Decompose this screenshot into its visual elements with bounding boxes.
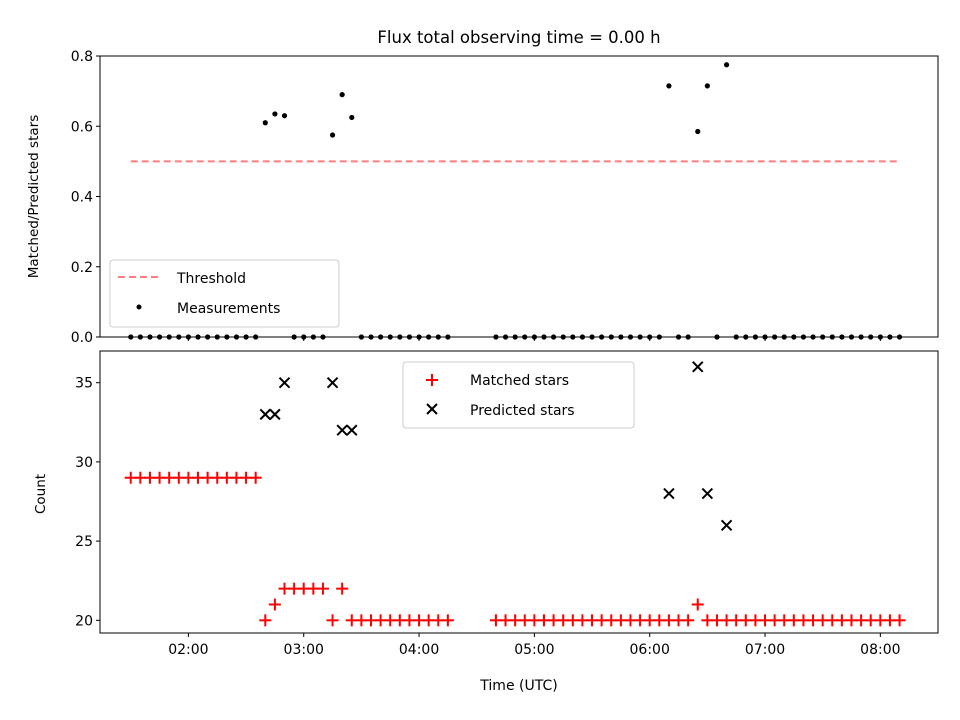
ratio-y-tick-label: 0.2	[71, 260, 93, 276]
measurements-legend-swatch	[136, 304, 142, 310]
matched-legend-label: Matched stars	[470, 373, 569, 389]
threshold-legend-label: Threshold	[176, 271, 246, 287]
x-tick-label: 05:00	[514, 642, 554, 658]
ratio-x-ticks	[187, 337, 881, 341]
ratio-y-tick-label: 0.6	[71, 119, 93, 135]
measurement-point	[704, 83, 710, 89]
predicted-star-point	[701, 487, 714, 500]
measurements-legend-label: Measurements	[177, 301, 280, 317]
predicted-star-point	[663, 487, 675, 500]
matched-star-point	[326, 614, 339, 627]
matched-star-point	[259, 614, 272, 627]
measurement-point	[666, 83, 672, 89]
ratio-y-tick-label: 0.0	[71, 330, 93, 346]
count-y-axis: 20 25 30 35	[75, 376, 100, 629]
chart-title: Flux total observing time = 0.00 h	[377, 28, 660, 47]
predicted-star-point	[259, 408, 272, 421]
matched-star-point	[441, 614, 454, 627]
measurement-point	[339, 92, 345, 98]
x-axis-label: Time (UTC)	[479, 678, 557, 694]
x-tick-label: 02:00	[168, 642, 208, 658]
measurement-point	[272, 111, 278, 117]
predicted-legend-label: Predicted stars	[470, 403, 575, 419]
matched-star-point	[691, 598, 704, 611]
matched-star-point	[893, 614, 906, 627]
measurement-point	[723, 62, 730, 68]
count-y-tick-label: 25	[75, 534, 93, 550]
count-plot-frame	[99, 350, 939, 634]
matched-star-point	[682, 614, 695, 627]
ratio-plot-frame	[99, 55, 939, 338]
measurement-point	[349, 114, 355, 121]
matched-star-point	[316, 582, 329, 595]
matched-star-point	[336, 582, 349, 595]
predicted-star-point	[278, 376, 291, 389]
predicted-legend-swatch	[426, 403, 438, 415]
ratio-legend-box	[109, 259, 340, 328]
ratio-y-tick-label: 0.8	[71, 49, 93, 65]
ratio-y-axis: 0.0 0.2 0.4 0.6 0.8	[71, 49, 100, 346]
x-tick-label: 04:00	[399, 642, 439, 658]
count-y-tick-label: 30	[75, 455, 93, 471]
count-y-axis-label: Count	[33, 474, 49, 514]
matched-star-point	[268, 598, 281, 611]
predicted-star-point	[269, 408, 281, 421]
predicted-star-point	[720, 519, 733, 531]
count-y-tick-label: 20	[75, 613, 93, 629]
count-marks	[124, 361, 906, 627]
count-legend: Matched stars Predicted stars	[402, 361, 635, 429]
x-tick-label: 08:00	[860, 642, 900, 658]
x-tick-label: 06:00	[630, 642, 670, 658]
x-tick-label: 03:00	[284, 642, 324, 658]
ratio-panel: 0.00.20.40.60.8 Matched/Predicted stars …	[26, 49, 939, 346]
measurement-point	[329, 132, 336, 138]
ratio-y-tick-label: 0.4	[71, 190, 93, 206]
predicted-star-point	[326, 376, 339, 389]
ratio-marks	[128, 62, 903, 340]
measurement-point	[262, 120, 268, 126]
predicted-star-point	[692, 361, 704, 373]
measurement-point	[695, 128, 701, 135]
x-tick-label: 07:00	[745, 642, 785, 658]
measurement-point	[281, 113, 288, 119]
count-legend-box	[402, 361, 635, 429]
ratio-legend: Threshold Measurements	[109, 259, 340, 328]
matched-star-point	[249, 471, 262, 484]
ratio-y-axis-label: Matched/Predicted stars	[26, 115, 42, 278]
predicted-star-point	[346, 424, 358, 436]
predicted-star-point	[336, 424, 348, 436]
count-x-axis: 02:00 03:00 04:00 05:00 06:00 07:00 08:00	[168, 633, 901, 658]
count-y-tick-label: 35	[75, 376, 93, 392]
matched-legend-swatch	[426, 374, 438, 386]
